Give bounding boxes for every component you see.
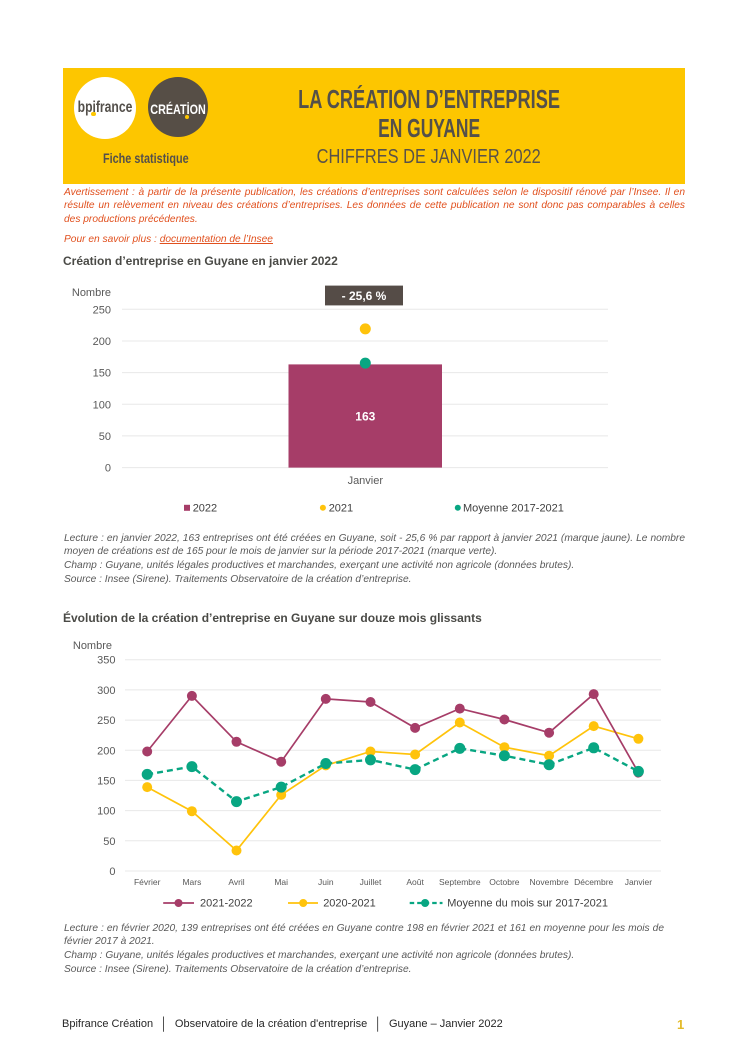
svg-text:163: 163 (355, 410, 375, 424)
svg-text:Avril: Avril (228, 877, 244, 887)
svg-text:50: 50 (99, 431, 111, 443)
svg-text:2021-2022: 2021-2022 (200, 898, 253, 910)
svg-text:2021: 2021 (329, 502, 353, 514)
svg-text:150: 150 (93, 368, 111, 380)
svg-text:200: 200 (97, 745, 115, 757)
svg-text:- 25,6 %: - 25,6 % (342, 289, 387, 303)
svg-text:Nombre: Nombre (72, 287, 111, 299)
svg-text:100: 100 (93, 399, 111, 411)
svg-text:0: 0 (109, 866, 115, 878)
svg-text:Mars: Mars (182, 877, 201, 887)
svg-text:Janvier: Janvier (625, 877, 653, 887)
svg-text:100: 100 (97, 806, 115, 818)
svg-text:Août: Août (406, 877, 424, 887)
svg-text:Moyenne 2017-2021: Moyenne 2017-2021 (463, 502, 564, 514)
svg-text:Février: Février (134, 877, 161, 887)
svg-text:250: 250 (97, 715, 115, 727)
svg-text:Nombre: Nombre (73, 640, 112, 652)
svg-text:0: 0 (105, 463, 111, 475)
svg-text:Octobre: Octobre (489, 877, 520, 887)
svg-text:Juin: Juin (318, 877, 334, 887)
svg-text:300: 300 (97, 685, 115, 697)
svg-text:150: 150 (97, 775, 115, 787)
svg-text:Moyenne du mois sur 2017-2021: Moyenne du mois sur 2017-2021 (447, 898, 608, 910)
svg-text:Septembre: Septembre (439, 877, 481, 887)
svg-text:2022: 2022 (193, 502, 217, 514)
svg-text:Janvier: Janvier (348, 475, 384, 487)
svg-text:Novembre: Novembre (529, 877, 568, 887)
svg-text:2020-2021: 2020-2021 (323, 898, 376, 910)
svg-text:50: 50 (103, 836, 115, 848)
svg-text:250: 250 (93, 304, 111, 316)
svg-text:350: 350 (97, 655, 115, 667)
svg-text:Mai: Mai (274, 877, 288, 887)
svg-text:200: 200 (93, 336, 111, 348)
svg-text:Juillet: Juillet (360, 877, 382, 887)
svg-text:Décembre: Décembre (574, 877, 613, 887)
